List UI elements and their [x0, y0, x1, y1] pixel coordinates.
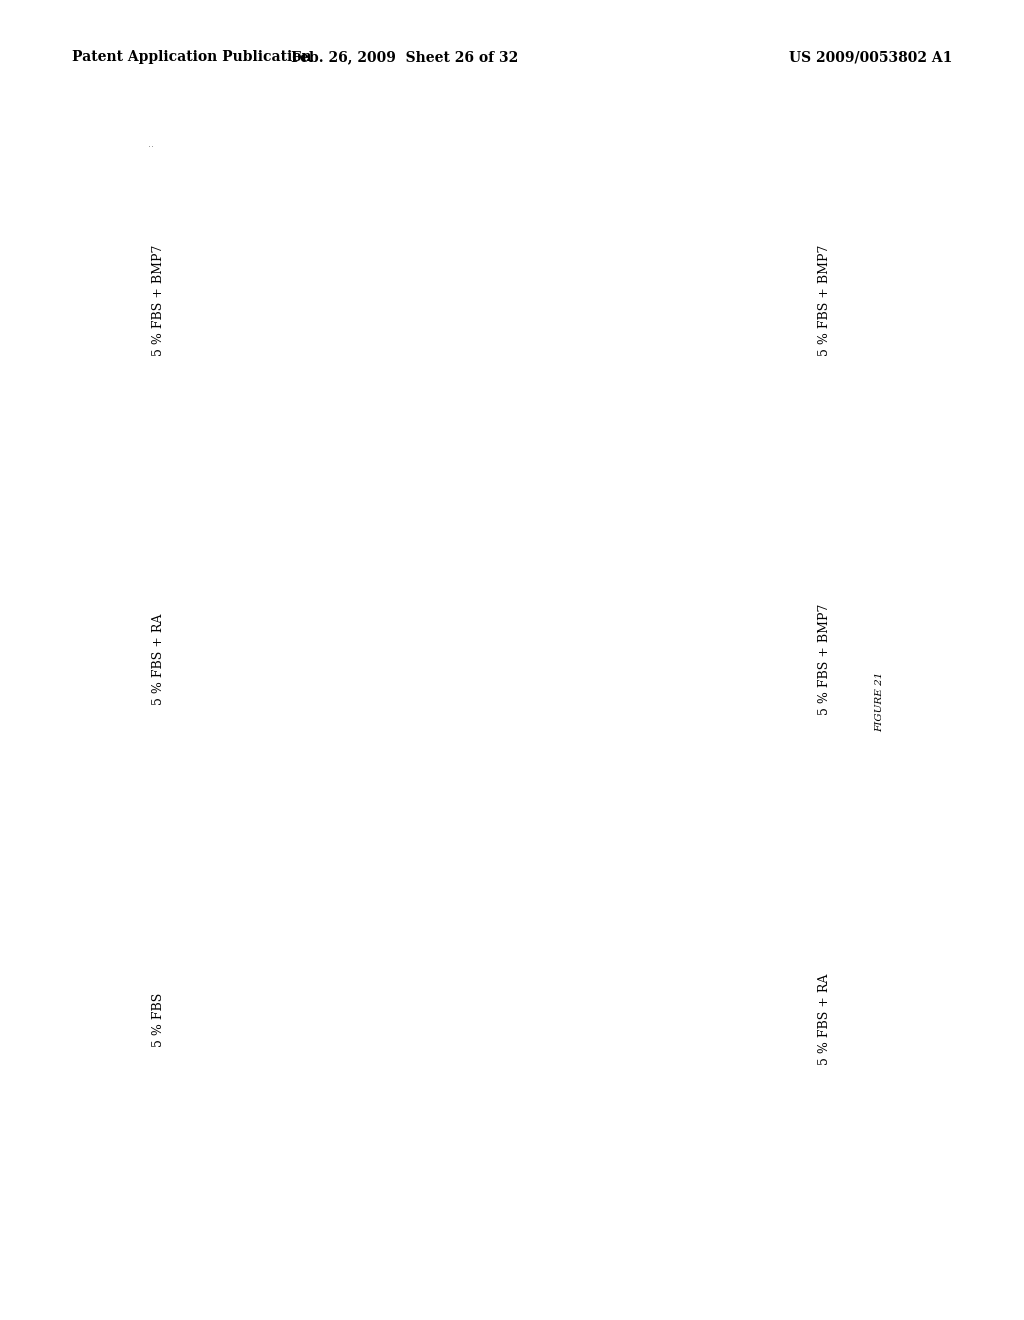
Text: 5 % FBS: 5 % FBS [153, 993, 165, 1047]
Text: ..: .. [148, 139, 155, 149]
Text: FIGURE 21: FIGURE 21 [876, 671, 885, 731]
Text: 5 % FBS + RA: 5 % FBS + RA [818, 974, 830, 1065]
Text: 5 % FBS + BMP7: 5 % FBS + BMP7 [818, 603, 830, 715]
Text: Patent Application Publication: Patent Application Publication [72, 50, 311, 65]
Text: 5 % FBS + RA: 5 % FBS + RA [153, 614, 165, 705]
Text: 5 % FBS + BMP7: 5 % FBS + BMP7 [153, 244, 165, 356]
Text: 5 % FBS + BMP7: 5 % FBS + BMP7 [818, 244, 830, 356]
Text: US 2009/0053802 A1: US 2009/0053802 A1 [788, 50, 952, 65]
Text: Feb. 26, 2009  Sheet 26 of 32: Feb. 26, 2009 Sheet 26 of 32 [291, 50, 518, 65]
